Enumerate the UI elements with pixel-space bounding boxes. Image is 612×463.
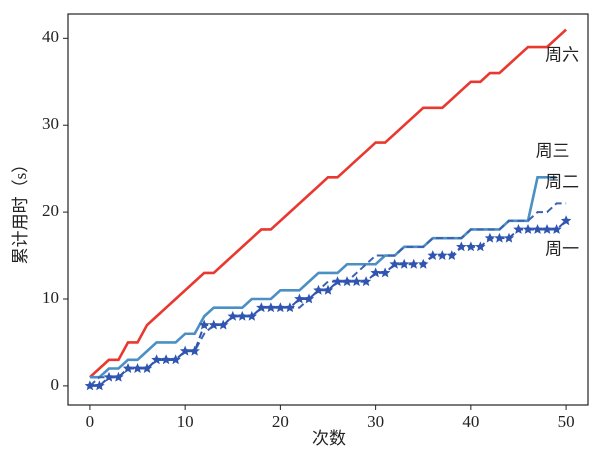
star-marker	[113, 371, 124, 382]
star-marker	[437, 250, 448, 260]
series-label: 周六	[545, 46, 579, 65]
star-marker	[551, 224, 562, 234]
star-marker	[122, 363, 134, 373]
star-marker	[160, 354, 172, 365]
star-marker	[408, 258, 419, 269]
series-label: 周一	[545, 240, 579, 259]
x-tick-label: 20	[272, 412, 289, 431]
star-marker	[456, 241, 467, 252]
x-axis-label: 次数	[312, 429, 346, 448]
series-label: 周二	[545, 172, 579, 191]
star-marker	[275, 302, 286, 313]
star-marker	[484, 232, 496, 243]
star-marker	[522, 224, 534, 234]
series-line	[89, 220, 567, 387]
star-marker	[294, 293, 305, 304]
y-tick-label: 30	[42, 114, 59, 133]
series-line	[89, 28, 567, 379]
star-marker	[103, 371, 115, 382]
star-marker	[218, 319, 229, 330]
star-marker	[494, 232, 505, 243]
y-tick-label: 10	[42, 288, 59, 307]
star-marker	[503, 232, 515, 243]
star-marker	[151, 354, 162, 365]
star-marker	[189, 345, 200, 356]
star-marker	[284, 302, 296, 313]
star-marker	[179, 345, 191, 356]
plot-frame	[67, 13, 589, 406]
x-tick-label: 10	[177, 412, 194, 431]
star-marker	[313, 284, 324, 295]
star-marker	[170, 354, 181, 365]
star-marker	[237, 310, 248, 321]
star-marker	[199, 319, 210, 330]
series-line	[89, 176, 557, 379]
star-marker	[379, 267, 391, 278]
star-marker	[513, 224, 524, 234]
star-marker	[560, 215, 572, 226]
y-tick-label: 40	[42, 27, 59, 46]
series-label: 周三	[536, 141, 570, 160]
star-marker	[94, 380, 105, 391]
star-marker	[332, 276, 343, 287]
star-marker	[399, 258, 410, 269]
star-marker	[227, 310, 238, 321]
x-tick-label: 0	[86, 412, 95, 431]
star-marker	[265, 302, 277, 313]
y-tick-label: 0	[51, 375, 60, 394]
star-marker	[141, 363, 153, 373]
star-marker	[303, 293, 315, 304]
star-marker	[351, 276, 362, 287]
star-marker	[475, 241, 486, 252]
x-tick-label: 30	[367, 412, 384, 431]
star-marker	[465, 241, 477, 252]
star-marker	[418, 258, 429, 269]
star-marker	[132, 363, 143, 373]
star-marker	[246, 310, 257, 321]
star-marker	[341, 276, 353, 287]
star-marker	[427, 250, 438, 260]
x-tick-label: 50	[558, 412, 575, 431]
star-marker	[389, 258, 400, 269]
y-axis-label: 累计用时（s）	[11, 156, 30, 265]
star-marker	[208, 319, 219, 330]
star-marker	[256, 302, 267, 313]
star-marker	[322, 284, 334, 295]
x-tick-label: 40	[462, 412, 479, 431]
y-tick-label: 20	[42, 201, 59, 220]
star-marker	[446, 250, 457, 260]
star-marker	[370, 267, 381, 278]
star-marker	[541, 224, 553, 234]
star-marker	[84, 380, 96, 391]
series-line	[89, 202, 567, 387]
star-marker	[532, 224, 543, 234]
star-marker	[360, 276, 372, 287]
